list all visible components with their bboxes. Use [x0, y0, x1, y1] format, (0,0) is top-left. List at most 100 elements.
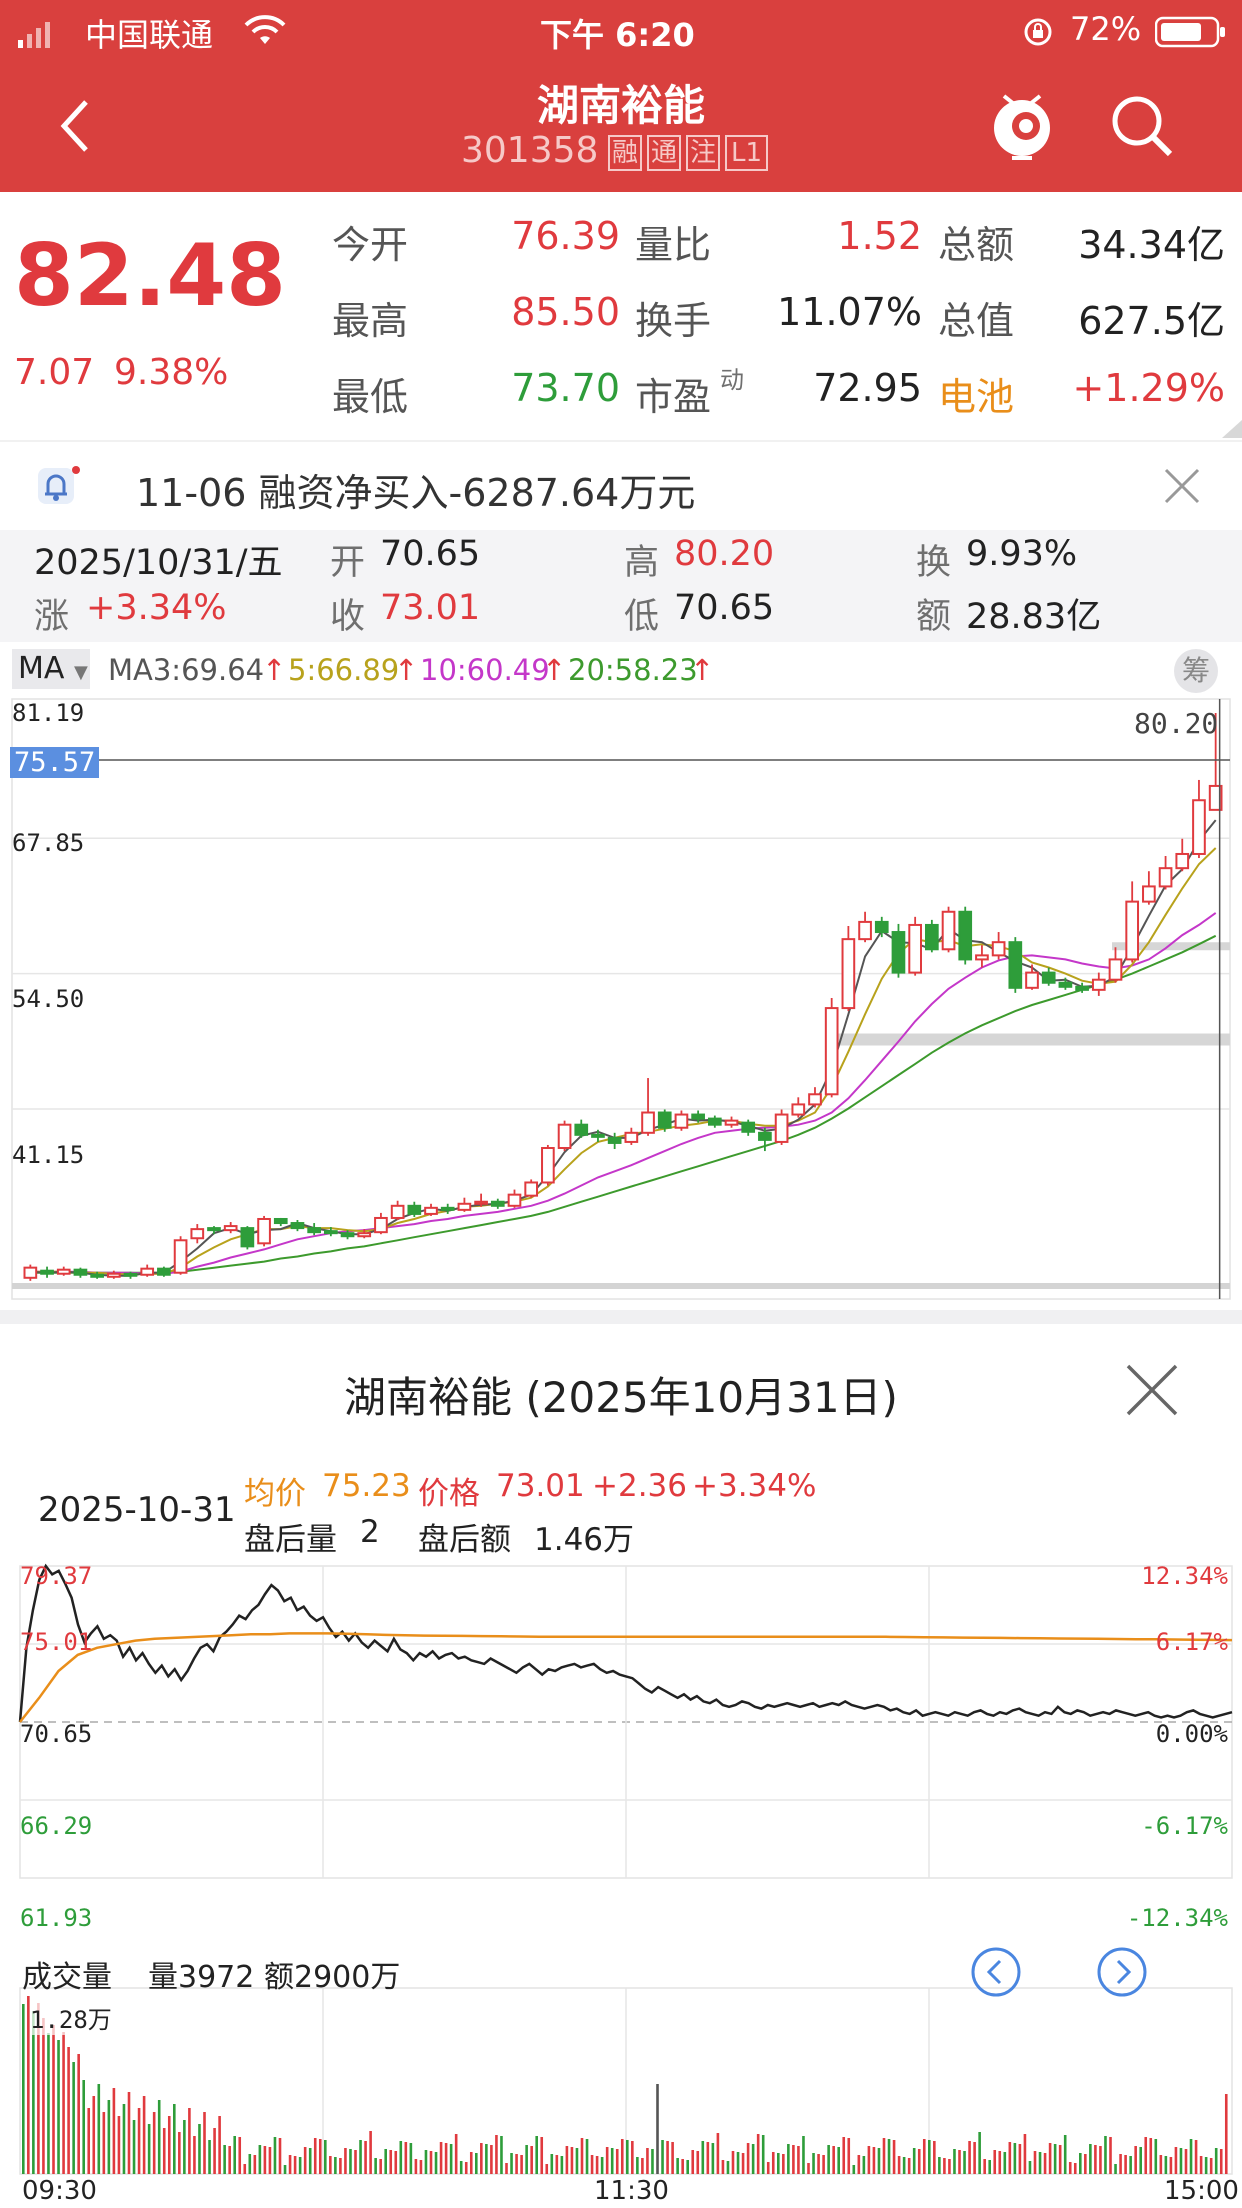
volume-bar — [188, 2108, 191, 2174]
volume-bar — [42, 2018, 45, 2174]
volume-bar — [1063, 2135, 1067, 2174]
volume-bar — [701, 2141, 705, 2174]
volume-bar — [384, 2149, 387, 2174]
volume-bar — [429, 2151, 433, 2174]
volume-bar — [1224, 2094, 1228, 2174]
volume-bar — [555, 2155, 559, 2174]
price-label: 价格 — [418, 1476, 480, 1512]
candle-body — [1175, 852, 1190, 870]
kline-chart[interactable]: 81.19 67.85 54.50 41.15 75.57 80.20 — [0, 695, 1242, 1307]
volume-bar — [933, 2141, 936, 2174]
sector-label[interactable]: 电池 — [938, 375, 1015, 419]
margin-notice[interactable]: 11-06 融资净买入-6287.64万元 — [0, 440, 1242, 530]
chip-band — [12, 1283, 1230, 1289]
volume-bar — [374, 2158, 377, 2174]
candle-body — [290, 1222, 305, 1230]
volume-bar — [832, 2146, 835, 2174]
volume-bar — [485, 2144, 488, 2174]
next-day-button[interactable] — [1096, 1946, 1148, 1998]
volume-bar — [490, 2145, 493, 2174]
volume-title: 成交量 — [22, 1960, 112, 1995]
chip-distribution-button[interactable]: 筹 — [1174, 649, 1218, 693]
volume-bar — [32, 2011, 35, 2174]
candle-body — [574, 1123, 589, 1136]
volume-bar — [867, 2146, 871, 2174]
volume-bar — [37, 2003, 40, 2174]
volume-bar — [902, 2157, 906, 2174]
volume-bar — [324, 2140, 327, 2174]
volume-bar — [1018, 2144, 1022, 2174]
turnover-label: 换手 — [635, 299, 712, 343]
volume-bar — [218, 2116, 221, 2174]
volume-max-label: 1.28万 — [30, 2000, 112, 2035]
volume-bar — [1139, 2147, 1142, 2174]
volume-bar — [1013, 2143, 1017, 2174]
volume-bar — [495, 2135, 498, 2174]
volume-bar — [550, 2154, 554, 2174]
volume-bar — [973, 2142, 976, 2174]
day-high-value: 80.20 — [674, 534, 775, 574]
volume-bar — [626, 2140, 629, 2174]
candle-body — [541, 1147, 555, 1184]
volume-bar — [344, 2148, 347, 2174]
volume-bar — [711, 2143, 715, 2174]
volume-bar — [258, 2145, 262, 2174]
volume-bar — [1068, 2162, 1072, 2174]
volume-bar — [1184, 2149, 1188, 2174]
avg-price-line — [19, 1632, 1233, 1723]
prev-day-button[interactable] — [970, 1946, 1022, 1998]
candle-body — [424, 1206, 438, 1215]
volume-bar — [480, 2143, 483, 2174]
candle-body — [490, 1200, 505, 1207]
volume-bar — [948, 2159, 951, 2174]
indicator-selector-label: MA — [18, 651, 65, 686]
kline-ytick-1: 67.85 — [12, 829, 85, 857]
candle-body — [691, 1113, 705, 1120]
volume-bar — [162, 2128, 166, 2174]
close-detail-icon[interactable] — [1124, 1362, 1180, 1418]
candle-body — [374, 1216, 388, 1234]
day-amount-value: 28.83亿 — [966, 597, 1102, 637]
volume-bar — [922, 2139, 926, 2174]
intraday-chart-svg[interactable] — [0, 1558, 1242, 2208]
close-icon[interactable] — [1162, 466, 1202, 506]
volume-bar — [1194, 2140, 1198, 2174]
volume-bar — [1073, 2163, 1077, 2174]
assistant-button[interactable] — [990, 86, 1054, 164]
search-icon — [1112, 96, 1173, 157]
stock-badges: 融 通 注 L1 — [608, 135, 769, 171]
volume-bar — [620, 2139, 624, 2174]
volume-bar — [263, 2146, 267, 2174]
quote-summary: 82.48 7.07 9.38% 今开 76.39 量比 1.52 总额 34.… — [0, 192, 1242, 438]
volume-bar — [1149, 2138, 1153, 2174]
sector-change-value[interactable]: +1.29% — [1072, 366, 1225, 410]
intraday-detail-panel: 湖南裕能 (2025年10月31日) 2025-10-31 均价 75.23 价… — [0, 1324, 1242, 2208]
ma20-arrow-icon: ↑ — [690, 653, 715, 687]
volume-bar — [892, 2140, 896, 2174]
candle-body — [440, 1206, 455, 1211]
volume-bar — [424, 2150, 428, 2174]
volume-bar — [399, 2141, 403, 2174]
volume-bar — [1099, 2146, 1102, 2174]
candle-body — [975, 954, 989, 961]
volume-bar — [746, 2143, 750, 2174]
kline-ytick-3: 41.15 — [12, 1141, 85, 1169]
candle-body — [474, 1200, 488, 1205]
clock: 下午 6:20 — [540, 16, 695, 54]
volume-bar — [369, 2131, 372, 2174]
kline-chart-svg[interactable] — [0, 695, 1242, 1307]
ma10-arrow-icon: ↑ — [542, 653, 567, 687]
back-button[interactable] — [58, 98, 94, 158]
volume-bar — [87, 2108, 91, 2174]
candle-body — [908, 923, 922, 974]
search-button[interactable] — [1110, 94, 1174, 162]
candle-body — [1208, 784, 1223, 811]
volume-bar — [641, 2158, 644, 2174]
volume-bar — [847, 2138, 851, 2174]
volume-bar — [1028, 2161, 1032, 2174]
intraday-ltick-4: 61.93 — [20, 1904, 93, 1932]
day-low-label: 低 — [624, 597, 660, 637]
volume-bar — [334, 2157, 337, 2174]
indicator-selector[interactable]: MA ▼ — [12, 649, 90, 689]
volume-bar — [47, 2033, 50, 2174]
